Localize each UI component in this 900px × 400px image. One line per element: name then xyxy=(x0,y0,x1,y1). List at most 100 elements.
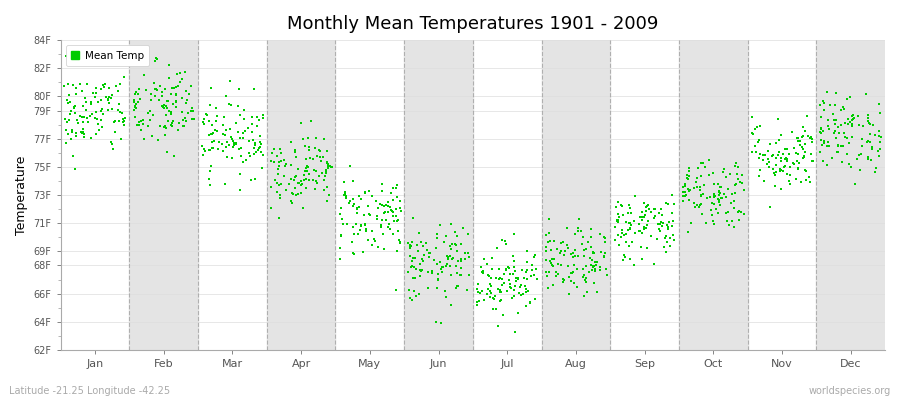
Point xyxy=(713,190,727,196)
Point xyxy=(176,117,190,124)
Point xyxy=(750,124,764,130)
Point xyxy=(778,156,793,162)
Point xyxy=(117,122,131,129)
Point xyxy=(443,243,457,250)
Point xyxy=(451,258,465,264)
Point xyxy=(338,192,352,198)
Point xyxy=(693,160,707,166)
Point xyxy=(828,128,842,134)
Point xyxy=(144,90,158,97)
Point xyxy=(59,127,74,134)
Point xyxy=(184,108,198,114)
Point xyxy=(165,123,179,129)
Point xyxy=(377,246,392,252)
Point xyxy=(291,166,305,172)
Point xyxy=(197,121,211,128)
Point xyxy=(96,83,111,90)
Point xyxy=(576,293,590,299)
Point xyxy=(557,277,572,284)
Point xyxy=(540,285,554,292)
Point xyxy=(862,131,877,138)
Point xyxy=(208,127,222,134)
Point xyxy=(106,56,121,63)
Point xyxy=(576,234,590,240)
Point xyxy=(156,104,170,110)
Point xyxy=(418,239,433,246)
Point xyxy=(150,56,165,62)
Point xyxy=(587,280,601,286)
Point xyxy=(381,199,395,206)
Point xyxy=(374,202,389,208)
Point xyxy=(616,212,631,218)
Point xyxy=(356,212,371,218)
Point xyxy=(274,180,288,187)
Point xyxy=(158,132,172,138)
Point xyxy=(796,155,810,161)
Point xyxy=(164,90,178,97)
Point xyxy=(66,81,80,88)
Point xyxy=(128,102,142,109)
Point xyxy=(598,238,613,245)
Point xyxy=(471,281,485,288)
Point xyxy=(104,94,118,101)
Point xyxy=(231,103,246,109)
Point xyxy=(279,160,293,167)
Point xyxy=(491,286,505,292)
Point xyxy=(692,204,706,210)
Point xyxy=(448,229,463,236)
Point xyxy=(852,122,867,128)
Point xyxy=(288,184,302,191)
Point xyxy=(72,113,86,120)
Point xyxy=(682,173,697,179)
Point xyxy=(731,209,745,215)
Point xyxy=(58,83,72,89)
Point xyxy=(749,149,763,155)
Point xyxy=(386,231,400,237)
Point xyxy=(357,222,372,228)
Point xyxy=(361,203,375,210)
Point xyxy=(660,222,674,228)
Point xyxy=(386,185,400,192)
Point xyxy=(771,149,786,155)
Point xyxy=(571,228,585,234)
Point xyxy=(776,151,790,158)
Point xyxy=(803,135,817,142)
Point xyxy=(723,171,737,177)
Point xyxy=(158,123,172,130)
Point xyxy=(385,208,400,214)
Point xyxy=(658,235,672,242)
Point xyxy=(104,139,119,146)
Point xyxy=(431,271,446,277)
Point xyxy=(496,311,510,318)
Point xyxy=(692,184,706,190)
Point xyxy=(216,131,230,137)
Point xyxy=(610,210,625,217)
Point xyxy=(707,181,722,188)
Point xyxy=(797,153,812,159)
Point xyxy=(59,119,74,126)
Point xyxy=(92,126,106,133)
Point xyxy=(217,114,231,120)
Point xyxy=(95,82,110,88)
Point xyxy=(640,203,654,209)
Point xyxy=(256,112,270,118)
Point xyxy=(814,125,828,131)
Point xyxy=(354,223,368,230)
Point xyxy=(518,283,532,290)
Point xyxy=(793,142,807,148)
Point xyxy=(383,204,398,210)
Point xyxy=(511,276,526,282)
Point xyxy=(390,248,404,254)
Point xyxy=(618,254,633,260)
Point xyxy=(503,284,517,290)
Point xyxy=(721,209,735,216)
Point xyxy=(836,106,850,112)
Point xyxy=(502,281,517,287)
Point xyxy=(405,274,419,281)
Point xyxy=(636,224,651,230)
Point xyxy=(771,116,786,122)
Point xyxy=(874,134,888,140)
Point xyxy=(220,144,234,150)
Point xyxy=(422,254,436,260)
Point xyxy=(79,106,94,113)
